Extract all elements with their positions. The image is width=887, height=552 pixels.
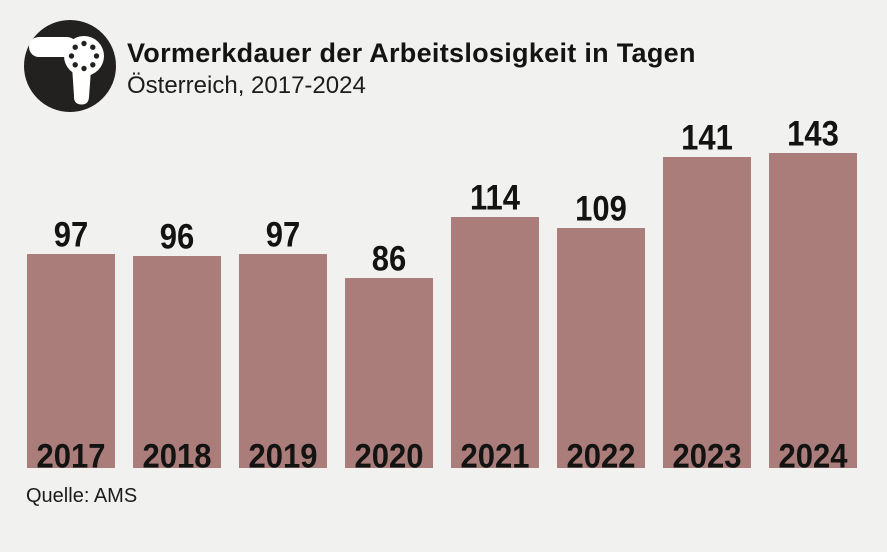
bar: 2019 (239, 254, 327, 473)
bar: 2022 (557, 228, 645, 473)
bar-value-label: 141 (681, 117, 733, 158)
source-note: Quelle: AMS (26, 485, 138, 507)
chart-title: Vormerkdauer der Arbeitslosigkeit in Tag… (127, 38, 696, 68)
bar-year-label: 2021 (460, 436, 530, 476)
logo (22, 18, 118, 114)
bar-chart: 97 2017 96 2018 97 2019 86 2020 114 2021 109 2022 14… (27, 115, 857, 473)
bar-group: 109 2022 (557, 190, 645, 473)
chart-subtitle: Österreich, 2017-2024 (127, 72, 366, 99)
bar-year-label: 2018 (142, 436, 212, 476)
bar-value-label: 97 (265, 214, 301, 255)
bar-group: 114 2021 (451, 179, 539, 473)
bar: 2020 (345, 278, 433, 473)
bar-group: 143 2024 (769, 115, 857, 473)
bar-year-label: 2022 (566, 436, 636, 476)
bar-group: 97 2019 (239, 216, 327, 473)
bar-year-label: 2024 (778, 436, 848, 476)
bar: 2021 (451, 217, 539, 473)
bar-value-label: 97 (53, 214, 89, 255)
bar: 2017 (27, 254, 115, 473)
bar-year-label: 2017 (36, 436, 106, 476)
bar-group: 97 2017 (27, 216, 115, 473)
bar-value-label: 143 (787, 113, 839, 154)
bar-value-label: 96 (159, 216, 195, 257)
bar-year-label: 2020 (354, 436, 424, 476)
bar-value-label: 109 (575, 188, 627, 229)
bar-group: 86 2020 (345, 240, 433, 473)
bar: 2024 (769, 153, 857, 473)
bar-group: 141 2023 (663, 119, 751, 473)
bar-value-label: 86 (371, 238, 407, 279)
bar: 2018 (133, 256, 221, 473)
hair-dryer-icon (24, 20, 116, 112)
bar-year-label: 2023 (672, 436, 742, 476)
bar-value-label: 114 (469, 177, 520, 218)
bar-year-label: 2019 (248, 436, 318, 476)
bar: 2023 (663, 157, 751, 473)
bar-group: 96 2018 (133, 218, 221, 473)
